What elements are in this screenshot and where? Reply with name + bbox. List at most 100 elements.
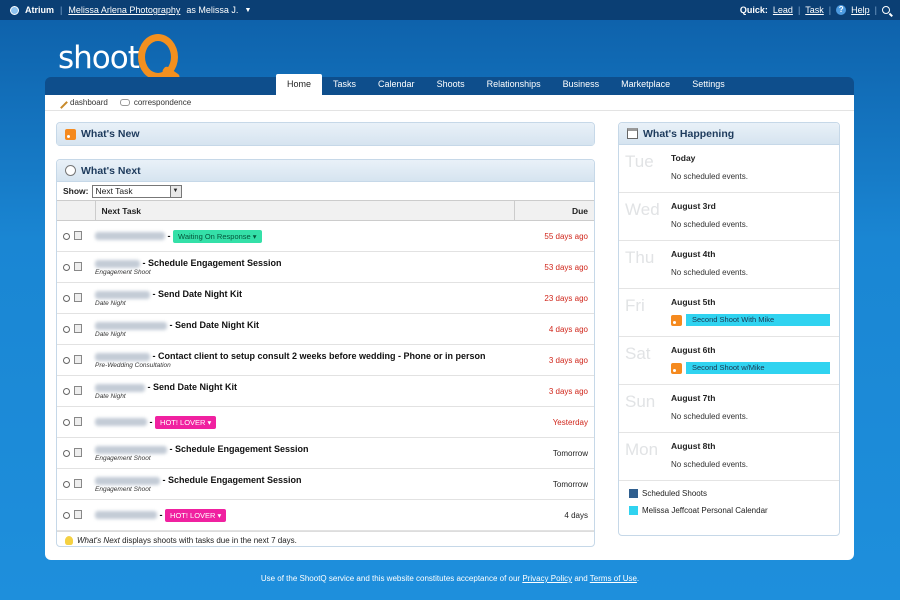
note-icon[interactable] <box>74 416 82 426</box>
client-name-redacted[interactable] <box>95 445 167 454</box>
client-name-redacted[interactable] <box>95 476 160 485</box>
view-icon[interactable] <box>63 356 70 364</box>
table-row[interactable]: - Schedule Engagement Session Engagement … <box>57 468 594 500</box>
whats-next-title: What's Next <box>81 164 141 177</box>
note-icon[interactable] <box>74 261 82 271</box>
calendar-event[interactable]: Second Shoot With Mike <box>671 314 830 326</box>
view-icon[interactable] <box>63 232 70 240</box>
privacy-policy-link[interactable]: Privacy Policy <box>522 574 573 583</box>
tab-settings[interactable]: Settings <box>692 79 725 89</box>
quick-task-link[interactable]: Task <box>805 5 824 15</box>
table-row[interactable]: - HOT! LOVER ▾ Yesterday <box>57 406 594 438</box>
search-icon[interactable] <box>882 6 890 14</box>
studio-link[interactable]: Melissa Arlena Photography <box>68 5 181 15</box>
task-name[interactable]: - Schedule Engagement Session <box>142 258 282 268</box>
task-cell: - Schedule Engagement Session Engagement … <box>95 468 514 500</box>
task-name[interactable]: - Send Date Night Kit <box>152 289 243 299</box>
user-menu-chevron-icon[interactable]: ▼ <box>244 6 252 14</box>
task-cell: - Waiting On Response ▾ <box>95 220 514 252</box>
view-icon[interactable] <box>63 294 70 302</box>
show-select-value: Next Task <box>95 186 133 196</box>
table-row[interactable]: - Waiting On Response ▾ 55 days ago <box>57 220 594 252</box>
calendar-event[interactable]: Second Shoot w/Mike <box>671 362 830 374</box>
status-badge[interactable]: HOT! LOVER ▾ <box>165 508 227 522</box>
due-date: Tomorrow <box>514 437 594 469</box>
terms-of-use-link[interactable]: Terms of Use <box>589 574 637 583</box>
whats-new-header[interactable]: What's New <box>57 123 594 145</box>
view-icon[interactable] <box>63 449 70 457</box>
table-row[interactable]: - Send Date Night Kit Date Night 23 days a… <box>57 282 594 314</box>
day-abbr: Thu <box>625 248 655 267</box>
client-name-redacted[interactable] <box>95 352 150 361</box>
client-name-redacted[interactable] <box>95 290 150 299</box>
view-icon[interactable] <box>63 418 70 426</box>
client-name-redacted[interactable] <box>95 259 140 268</box>
view-icon[interactable] <box>63 511 70 519</box>
tab-tasks[interactable]: Tasks <box>333 79 357 89</box>
shoot-type: Date Night <box>95 300 126 307</box>
crumb-correspondence[interactable]: correspondence <box>119 98 191 107</box>
calendar-day: Tue Today No scheduled events. <box>619 145 839 193</box>
table-row[interactable]: - Send Date Night Kit Date Night 3 days ag… <box>57 375 594 407</box>
col-next-task[interactable]: Next Task <box>94 200 514 221</box>
client-name-redacted[interactable] <box>95 511 157 519</box>
table-row[interactable]: - Contact client to setup consult 2 week… <box>57 344 594 376</box>
task-name[interactable]: - Schedule Engagement Session <box>169 444 309 454</box>
note-icon[interactable] <box>74 509 82 519</box>
status-badge[interactable]: HOT! LOVER ▾ <box>155 415 217 429</box>
status-badge[interactable]: Waiting On Response ▾ <box>173 229 262 243</box>
atrium-label[interactable]: Atrium <box>25 5 54 15</box>
legend-label: Scheduled Shoots <box>642 489 707 498</box>
footer-text: Use of the ShootQ service and this websi… <box>260 574 521 583</box>
note-icon[interactable] <box>74 385 82 395</box>
client-name-redacted[interactable] <box>95 383 145 392</box>
task-name[interactable]: - Schedule Engagement Session <box>162 475 302 485</box>
task-cell: - Send Date Night Kit Date Night <box>95 375 514 407</box>
show-label: Show: <box>63 186 89 196</box>
due-date: 23 days ago <box>514 282 594 314</box>
view-icon[interactable] <box>63 387 70 395</box>
task-name[interactable]: - Send Date Night Kit <box>147 382 238 392</box>
client-name-redacted[interactable] <box>95 418 147 426</box>
col-due[interactable]: Due <box>513 200 594 221</box>
tab-business[interactable]: Business <box>562 79 600 89</box>
chevron-down-icon[interactable]: ▼ <box>169 185 181 197</box>
quick-lead-link[interactable]: Lead <box>772 5 793 15</box>
table-row[interactable]: - Schedule Engagement Session Engagement … <box>57 251 594 283</box>
task-name[interactable]: - Contact client to setup consult 2 week… <box>152 351 486 361</box>
view-icon[interactable] <box>63 263 70 271</box>
quick-label: Quick: <box>739 5 768 15</box>
note-icon[interactable] <box>74 292 82 302</box>
tab-shoots[interactable]: Shoots <box>436 79 465 89</box>
tab-relationships[interactable]: Relationships <box>486 79 541 89</box>
note-icon[interactable] <box>74 478 82 488</box>
shootq-logo[interactable]: shoot <box>58 34 181 90</box>
view-icon[interactable] <box>63 325 70 333</box>
event-label[interactable]: Second Shoot w/Mike <box>686 362 830 374</box>
table-row[interactable]: - Send Date Night Kit Date Night 4 days ag… <box>57 313 594 345</box>
show-select[interactable]: Next Task ▼ <box>91 184 182 198</box>
task-name[interactable]: - Send Date Night Kit <box>169 320 260 330</box>
tab-home[interactable]: Home <box>276 74 323 95</box>
due-date: 4 days <box>514 499 594 531</box>
tab-marketplace[interactable]: Marketplace <box>621 79 671 89</box>
client-name-redacted[interactable] <box>95 321 167 330</box>
table-row[interactable]: - HOT! LOVER ▾ 4 days <box>57 499 594 531</box>
view-icon[interactable] <box>63 480 70 488</box>
note-icon[interactable] <box>74 230 82 240</box>
crumb-dashboard[interactable]: dashboard <box>55 96 108 109</box>
calendar-legend: Scheduled Shoots Melissa Jeffcoat Persona… <box>619 481 839 515</box>
day-title: Today <box>671 153 696 163</box>
table-row[interactable]: - Schedule Engagement Session Engagement … <box>57 437 594 469</box>
note-icon[interactable] <box>74 447 82 457</box>
tab-calendar[interactable]: Calendar <box>378 79 415 89</box>
help-icon[interactable]: ? <box>836 5 847 15</box>
event-label[interactable]: Second Shoot With Mike <box>686 314 830 326</box>
help-link[interactable]: Help <box>851 5 870 15</box>
note-icon[interactable] <box>74 323 82 333</box>
atrium-globe-icon <box>10 5 19 15</box>
day-abbr: Fri <box>625 296 645 315</box>
shoot-type: Engagement Shoot <box>95 486 151 493</box>
note-icon[interactable] <box>74 354 82 364</box>
client-name-redacted[interactable] <box>95 232 165 240</box>
